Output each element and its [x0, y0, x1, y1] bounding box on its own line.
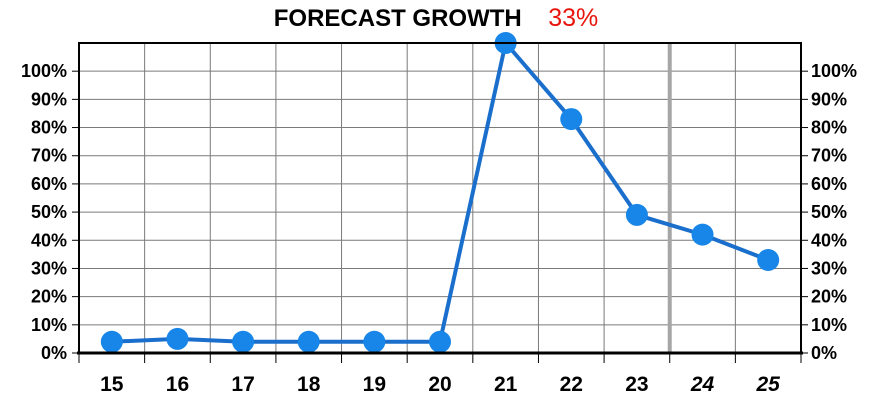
data-point-16 [166, 327, 189, 350]
data-point-22 [560, 108, 583, 131]
y-tick-right-0: 0% [811, 343, 837, 363]
plot-frame [78, 42, 802, 354]
y-tick-right-10: 100% [811, 61, 857, 81]
y-axis-left-ticks: 0% 10% 20% 30% 40% 50% 60% 70% 80% 90% 100% [21, 61, 79, 363]
data-point-19 [363, 330, 386, 353]
y-tick-left-5: 50% [31, 202, 67, 222]
y-tick-left-6: 60% [31, 174, 67, 194]
axes [77, 42, 803, 363]
chart-title: FORECAST GROWTH 33% [274, 4, 598, 32]
chart-title-value: 33% [548, 4, 598, 32]
x-tick-label-25: 25 [756, 373, 781, 396]
x-tick-label-24: 24 [690, 373, 715, 396]
y-tick-left-8: 80% [31, 118, 67, 138]
y-tick-right-2: 20% [811, 287, 847, 307]
y-tick-left-2: 20% [31, 287, 67, 307]
x-tick-label-16: 16 [166, 373, 189, 396]
data-point-20 [429, 330, 451, 353]
data-point-18 [297, 330, 320, 353]
data-point-24 [691, 223, 714, 246]
y-tick-left-10: 100% [21, 61, 67, 81]
x-tick-label-15: 15 [100, 373, 124, 396]
y-axis-right-ticks: 0% 10% 20% 30% 40% 50% 60% 70% 80% 90% 100% [801, 61, 857, 363]
x-tick-label-20: 20 [428, 373, 451, 396]
data-point-25 [757, 249, 780, 271]
chart-title-text: FORECAST GROWTH [274, 5, 522, 32]
grid-lines [79, 43, 801, 354]
series-layer [100, 32, 780, 353]
x-tick-label-23: 23 [625, 373, 648, 396]
x-tick-label-19: 19 [363, 373, 386, 396]
y-tick-left-3: 30% [31, 258, 67, 278]
y-tick-left-9: 90% [31, 89, 67, 109]
y-tick-right-7: 70% [811, 146, 847, 166]
y-tick-right-6: 60% [811, 174, 847, 194]
x-tick-label-22: 22 [560, 373, 583, 396]
x-tick-label-18: 18 [297, 373, 321, 396]
y-tick-right-9: 90% [811, 89, 847, 109]
y-tick-right-1: 10% [811, 315, 847, 335]
y-tick-left-4: 40% [31, 230, 67, 250]
y-tick-left-7: 70% [31, 146, 67, 166]
y-tick-left-0: 0% [41, 343, 67, 363]
y-tick-right-8: 80% [811, 118, 847, 138]
y-tick-right-4: 40% [811, 230, 847, 250]
data-point-17 [232, 330, 255, 353]
x-axis-ticks: 15 16 17 18 19 20 21 22 23 24 25 [100, 373, 780, 396]
x-tick-label-21: 21 [494, 373, 518, 396]
data-point-15 [100, 330, 123, 353]
y-tick-left-1: 10% [31, 315, 67, 335]
y-tick-right-3: 30% [811, 258, 847, 278]
data-point-23 [625, 203, 648, 226]
y-tick-right-5: 50% [811, 202, 847, 222]
x-tick-label-17: 17 [231, 373, 254, 396]
